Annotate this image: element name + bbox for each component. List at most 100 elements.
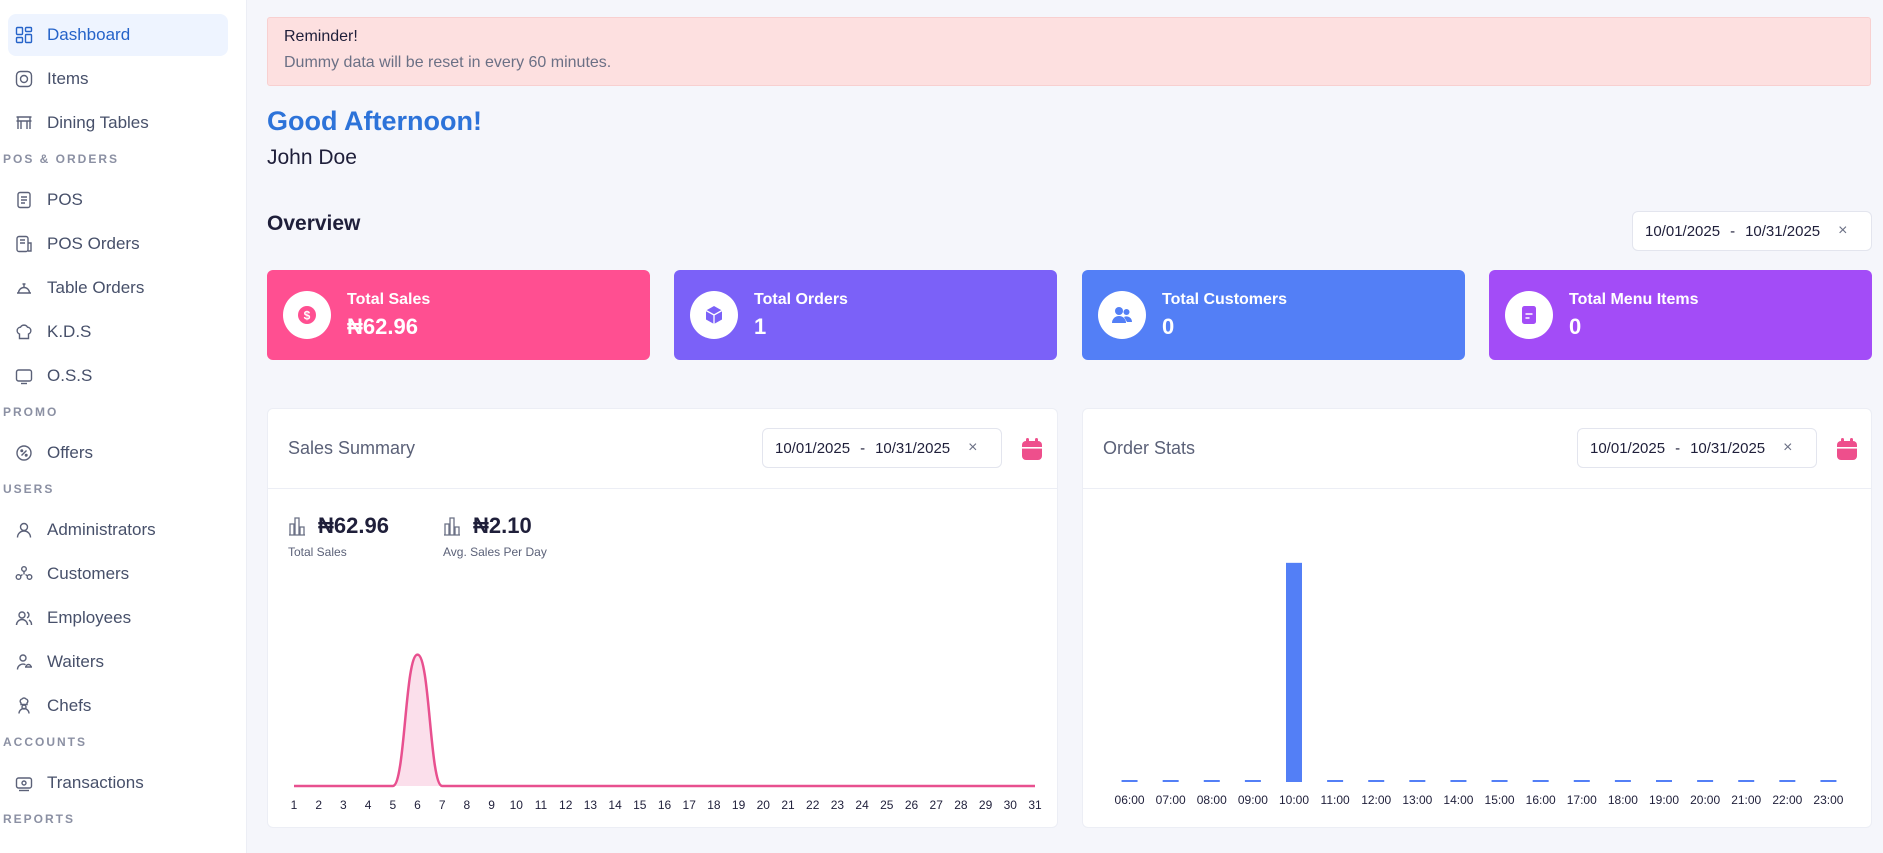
bar — [1203, 780, 1220, 782]
customers-icon — [15, 565, 33, 583]
sidebar-item-label: Dining Tables — [47, 113, 149, 132]
bar — [1532, 780, 1549, 782]
date-from: 10/01/2025 — [1590, 439, 1666, 457]
date-to: 10/31/2025 — [1745, 222, 1821, 240]
stat-label: Total Sales — [347, 290, 431, 308]
calendar-icon[interactable] — [1021, 437, 1043, 461]
sidebar-item-table-orders[interactable]: Table Orders — [8, 267, 228, 309]
stat-value: 1 — [754, 313, 767, 339]
greeting: Good Afternoon! — [267, 106, 482, 136]
x-tick-label: 7 — [439, 798, 446, 812]
main-content: Reminder! Dummy data will be reset in ev… — [267, 0, 1872, 853]
sidebar-item-kds[interactable]: K.D.S — [8, 311, 228, 353]
x-tick-label: 26 — [905, 798, 919, 812]
x-tick-label: 14:00 — [1443, 793, 1473, 807]
x-tick-label: 22 — [806, 798, 820, 812]
stat-value: ₦62.96 — [347, 313, 418, 339]
x-tick-label: 4 — [365, 798, 372, 812]
avg-sales-label: Avg. Sales Per Day — [443, 545, 547, 559]
sales-date-range[interactable]: 10/01/2025 - 10/31/2025 × — [762, 428, 1002, 468]
sidebar-item-dashboard[interactable]: Dashboard — [8, 14, 228, 56]
sidebar-item-customers[interactable]: Customers — [8, 553, 228, 595]
sidebar-item-label: Administrators — [47, 520, 156, 539]
x-tick-label: 30 — [1004, 798, 1018, 812]
x-tick-label: 21 — [781, 798, 795, 812]
stat-label: Total Customers — [1162, 290, 1288, 308]
x-tick-label: 11:00 — [1321, 793, 1350, 807]
sidebar-item-label: O.S.S — [47, 366, 93, 385]
employees-icon — [15, 609, 33, 627]
section-users: USERS — [3, 482, 55, 496]
x-tick-label: 19:00 — [1649, 793, 1679, 807]
reminder-banner: Reminder! Dummy data will be reset in ev… — [267, 17, 1871, 86]
bar — [1738, 780, 1755, 782]
stat-value: 0 — [1569, 313, 1582, 339]
x-tick-label: 10:00 — [1279, 793, 1309, 807]
x-tick-label: 11 — [535, 798, 548, 812]
clear-date-button[interactable]: × — [1783, 439, 1793, 456]
stat-card-total-menu-items: Total Menu Items 0 — [1489, 270, 1872, 360]
sidebar-item-label: Customers — [47, 564, 130, 583]
sidebar-item-oss[interactable]: O.S.S — [8, 355, 228, 397]
x-tick-label: 16 — [658, 798, 672, 812]
x-tick-label: 8 — [464, 798, 471, 812]
sidebar-item-label: POS — [47, 190, 83, 209]
chef-icon — [15, 697, 33, 715]
x-tick-label: 10 — [510, 798, 524, 812]
box-icon — [690, 291, 738, 339]
sidebar-item-pos-orders[interactable]: POS Orders — [8, 223, 228, 265]
bar — [1820, 780, 1837, 782]
total-sales-value: ₦62.96 — [318, 513, 389, 538]
user-name: John Doe — [267, 146, 357, 169]
x-tick-label: 23 — [831, 798, 845, 812]
bar — [1614, 780, 1631, 782]
x-tick-label: 5 — [389, 798, 396, 812]
bar-chart-icon — [444, 517, 460, 536]
transactions-icon — [15, 774, 33, 792]
sidebar-item-dining-tables[interactable]: Dining Tables — [8, 102, 228, 144]
x-tick-label: 14 — [608, 798, 622, 812]
sidebar-item-offers[interactable]: Offers — [8, 432, 228, 474]
x-tick-label: 16:00 — [1526, 793, 1556, 807]
sales-area-chart: 1 2 3 4 5 6 7 8 9 10 11 12 13 14 15 16 17 18 19 20 21 22 23 24 2… — [291, 653, 1042, 812]
clear-date-button[interactable]: × — [1838, 222, 1848, 239]
section-reports: REPORTS — [3, 812, 76, 826]
sidebar-item-label: K.D.S — [47, 322, 92, 341]
sidebar-item-label: Table Orders — [47, 278, 145, 297]
sidebar-item-employees[interactable]: Employees — [8, 597, 228, 639]
sidebar-item-label: Items — [47, 69, 89, 88]
bar — [1286, 562, 1302, 782]
date-from: 10/01/2025 — [1645, 222, 1721, 240]
dollar-icon: $ — [283, 291, 331, 339]
avg-sales-value: ₦2.10 — [473, 513, 532, 538]
users-icon — [1098, 291, 1146, 339]
sidebar-item-administrators[interactable]: Administrators — [8, 509, 228, 551]
sidebar-item-label: Offers — [47, 443, 93, 462]
sidebar-item-items[interactable]: Items — [8, 58, 228, 100]
x-tick-label: 15:00 — [1485, 793, 1515, 807]
sidebar-item-pos[interactable]: POS — [8, 179, 228, 221]
section-accounts: ACCOUNTS — [3, 735, 87, 749]
order-date-range[interactable]: 10/01/2025 - 10/31/2025 × — [1577, 428, 1817, 468]
bar — [1121, 780, 1138, 782]
receipt-icon — [15, 191, 33, 209]
bar — [1409, 780, 1426, 782]
date-separator: - — [860, 439, 866, 457]
waiter-icon — [15, 653, 33, 671]
overview-date-range[interactable]: 10/01/2025 - 10/31/2025 × — [1632, 211, 1872, 251]
reminder-text: Dummy data will be reset in every 60 min… — [284, 54, 612, 71]
x-tick-label: 12 — [559, 798, 573, 812]
sidebar-item-transactions[interactable]: Transactions — [8, 762, 228, 804]
section-promo: PROMO — [3, 405, 59, 419]
table-icon — [15, 114, 33, 132]
clear-date-button[interactable]: × — [968, 439, 978, 456]
x-tick-label: 2 — [315, 798, 322, 812]
dashboard-icon — [15, 26, 33, 44]
bar — [1697, 780, 1714, 782]
bar — [1491, 780, 1508, 782]
sidebar-item-chefs[interactable]: Chefs — [8, 685, 228, 727]
bar — [1573, 780, 1590, 782]
sidebar-item-waiters[interactable]: Waiters — [8, 641, 228, 683]
calendar-icon[interactable] — [1836, 437, 1858, 461]
x-tick-label: 28 — [954, 798, 968, 812]
